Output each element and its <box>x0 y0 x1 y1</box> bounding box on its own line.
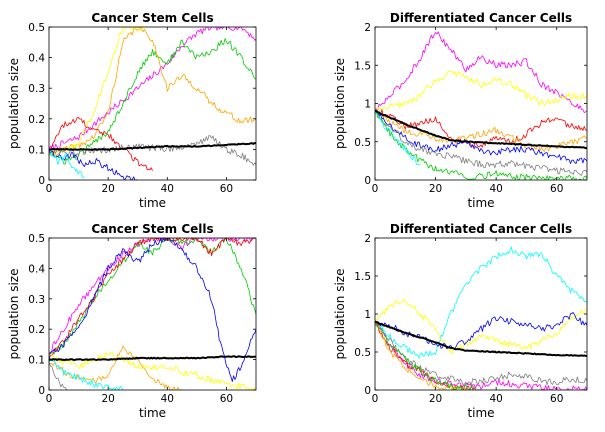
y-axis-label: population size <box>7 58 21 149</box>
x-tick-label: 0 <box>372 393 379 405</box>
y-tick-label: 1 <box>364 309 371 321</box>
x-axis-label: time <box>139 406 166 420</box>
trajectory-line <box>49 149 85 179</box>
trajectory-line <box>375 321 587 386</box>
y-tick-label: 1.5 <box>354 271 371 283</box>
x-tick-label: 0 <box>372 183 379 195</box>
y-tick-label: 2 <box>364 22 371 34</box>
y-tick-label: 0.2 <box>28 324 45 336</box>
plot-area <box>375 27 587 180</box>
subplot-2: 0 20 40 60 0 0.5 1 1.5 2 Differentiated Cancer Ce… <box>333 11 588 210</box>
mean-line <box>375 110 587 150</box>
trajectory-line <box>49 117 153 171</box>
y-tick-label: 0.5 <box>28 22 45 34</box>
x-tick-label: 20 <box>429 393 442 405</box>
trajectory-line <box>49 351 256 390</box>
trajectory-line <box>375 109 587 176</box>
trajectory-line <box>49 27 256 152</box>
y-tick-label: 0.5 <box>354 347 371 359</box>
x-axis-label: time <box>467 406 494 420</box>
y-tick-label: 0 <box>38 385 45 397</box>
chart-title: Differentiated Cancer Cells <box>390 11 572 25</box>
x-tick-label: 40 <box>489 183 502 195</box>
axes-frame <box>48 237 257 391</box>
trajectory-line <box>49 238 256 382</box>
trajectory-line <box>375 109 587 148</box>
chart-title: Cancer Stem Cells <box>91 222 213 236</box>
chart-title: Cancer Stem Cells <box>91 11 213 25</box>
x-tick-label: 40 <box>489 393 502 405</box>
x-axis-label: time <box>467 196 494 210</box>
trajectory-line <box>49 238 256 357</box>
trajectory-line <box>49 345 183 390</box>
x-tick-label: 20 <box>101 183 114 195</box>
y-axis-label: population size <box>333 58 347 149</box>
subplot-4: 0 20 40 60 0 0.5 1 1.5 2 Differentiated Cancer Ce… <box>333 222 588 420</box>
x-tick-label: 0 <box>46 183 53 195</box>
x-tick-label: 40 <box>161 393 174 405</box>
trajectory-line <box>375 109 421 166</box>
y-tick-label: 0.4 <box>28 53 45 65</box>
trajectory-line <box>49 27 153 155</box>
x-tick-label: 60 <box>220 183 233 195</box>
x-tick-label: 0 <box>46 393 53 405</box>
y-tick-label: 0.1 <box>28 355 45 367</box>
y-tick-label: 0.1 <box>28 144 45 156</box>
trajectory-line <box>49 135 256 166</box>
trajectory-line <box>375 298 587 355</box>
trajectory-line <box>375 246 587 359</box>
x-tick-label: 60 <box>550 183 563 195</box>
y-tick-label: 0 <box>364 385 371 397</box>
trajectory-line <box>375 71 587 114</box>
y-tick-label: 0.3 <box>28 294 45 306</box>
x-tick-label: 60 <box>220 393 233 405</box>
trajectory-line <box>49 238 256 360</box>
axes-frame <box>48 26 257 181</box>
y-tick-label: 0 <box>364 175 371 187</box>
mean-line <box>49 355 256 361</box>
subplot-1: 0 20 40 60 0 0.1 0.2 0.3 0.4 0.5 Cancer Stem Cells… <box>7 11 257 210</box>
trajectory-line <box>375 109 587 180</box>
x-axis-label: time <box>139 196 166 210</box>
trajectory-line <box>375 31 587 113</box>
trajectory-line <box>375 109 587 164</box>
mean-line <box>375 320 587 357</box>
y-tick-label: 0.5 <box>28 233 45 245</box>
y-tick-label: 0 <box>38 175 45 187</box>
plot-area <box>375 238 587 390</box>
y-tick-label: 0.5 <box>354 137 371 149</box>
trajectory-line <box>375 321 481 390</box>
subplot-3: 0 20 40 60 0 0.1 0.2 0.3 0.4 0.5 Cancer Stem Cells… <box>7 222 257 420</box>
y-axis-label: population size <box>333 269 347 360</box>
trajectory-line <box>49 358 124 390</box>
x-tick-label: 20 <box>429 183 442 195</box>
x-tick-label: 60 <box>550 393 563 405</box>
y-axis-label: population size <box>7 269 21 360</box>
mean-line <box>49 142 256 151</box>
trajectory-line <box>49 362 68 390</box>
y-tick-label: 0.2 <box>28 114 45 126</box>
y-tick-label: 1 <box>364 99 371 111</box>
y-tick-label: 0.3 <box>28 83 45 95</box>
y-tick-label: 1.5 <box>354 60 371 72</box>
x-tick-label: 40 <box>161 183 174 195</box>
chart-title: Differentiated Cancer Cells <box>390 222 572 236</box>
y-tick-label: 0.4 <box>28 263 45 275</box>
trajectory-line <box>49 27 256 158</box>
y-tick-label: 2 <box>364 233 371 245</box>
trajectory-line <box>375 321 467 390</box>
x-tick-label: 20 <box>101 393 114 405</box>
